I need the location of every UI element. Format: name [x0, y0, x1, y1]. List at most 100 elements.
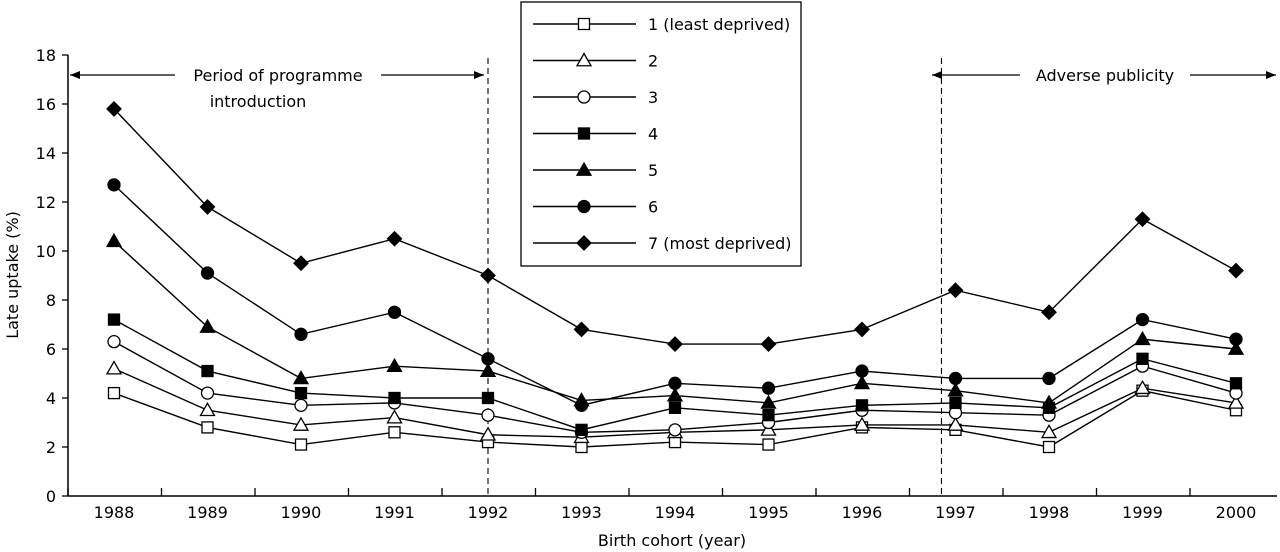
legend-label: 5 — [648, 161, 658, 180]
series-group — [105, 100, 1245, 454]
y-tick-label: 6 — [46, 340, 56, 359]
series-2-point — [1134, 379, 1151, 395]
legend-marker — [576, 235, 592, 251]
series-7-point — [760, 336, 777, 353]
series-6-point — [107, 178, 121, 192]
series-7-point — [573, 321, 590, 338]
series-5-point — [105, 232, 123, 248]
series-2-point — [105, 360, 123, 375]
x-axis-title: Birth cohort (year) — [598, 531, 746, 550]
series-6-point — [1042, 371, 1056, 386]
series-7-point — [1134, 211, 1151, 228]
series-1-point — [201, 421, 214, 434]
y-tick-label: 12 — [36, 193, 56, 212]
y-tick-label: 4 — [46, 389, 56, 408]
y-tick-label: 2 — [46, 438, 56, 457]
reference-lines — [487, 58, 943, 496]
x-axis-ticks: 1988 1989 1990 1991 1992 1993 1994 1995 1996 1997… — [67, 488, 1257, 522]
y-tick-label: 16 — [36, 95, 56, 114]
series-4-point — [201, 364, 214, 378]
y-tick-label: 10 — [36, 242, 56, 261]
y-axis-title: Late uptake (%) — [3, 211, 22, 339]
legend-marker — [577, 199, 591, 214]
series-4-point — [575, 423, 588, 437]
x-tick-label: 1991 — [374, 503, 415, 522]
series-6-point — [574, 398, 589, 413]
series-4-point — [388, 391, 401, 405]
annotation-adverse: Adverse publicity — [932, 66, 1276, 85]
series-3-point — [294, 398, 308, 413]
y-tick-label: 8 — [46, 291, 56, 310]
series-1-point — [388, 426, 401, 439]
series-6-point — [294, 327, 308, 341]
series-1-point — [1042, 440, 1056, 454]
x-tick-label: 1999 — [1122, 503, 1163, 522]
series-4-point — [1136, 352, 1149, 365]
series-7-point — [106, 100, 122, 117]
series-1-point — [294, 438, 308, 451]
series-6 — [107, 178, 1243, 413]
legend-label: 3 — [648, 88, 658, 107]
series-2-point — [292, 416, 310, 431]
series-2-point — [386, 409, 403, 424]
legend-label: 4 — [648, 125, 658, 144]
annotation-adverse-text: Adverse publicity — [1036, 66, 1174, 85]
annotation-period: Period of programme introduction — [70, 66, 484, 111]
series-6-point — [481, 352, 495, 366]
series-7-point — [293, 255, 309, 272]
x-tick-label: 1993 — [561, 503, 602, 522]
legend-marker — [577, 127, 591, 140]
series-7-point — [480, 267, 496, 284]
axes — [67, 55, 1277, 497]
x-tick-label: 1992 — [468, 503, 509, 522]
series-1-point — [668, 435, 682, 449]
series-6-point — [200, 266, 215, 280]
series-5-point — [666, 387, 684, 402]
legend-marker — [575, 161, 593, 176]
series-7-point — [199, 198, 216, 215]
x-tick-label: 2000 — [1216, 503, 1257, 522]
x-tick-label: 1988 — [94, 503, 135, 522]
annotation-period-text-2: introduction — [210, 92, 307, 111]
series-3-point — [107, 334, 121, 349]
series-5-point — [199, 318, 216, 333]
x-tick-label: 1996 — [842, 503, 883, 522]
series-5-point — [853, 374, 871, 390]
legend-label: 7 (most deprived) — [648, 234, 791, 253]
series-7-point — [386, 230, 403, 247]
series-6-point — [855, 364, 869, 378]
series-2-point — [1227, 394, 1245, 409]
series-2-point — [853, 416, 871, 431]
series-5-point — [1040, 394, 1058, 409]
series-4-point — [855, 399, 869, 412]
legend-label: 2 — [648, 52, 658, 71]
series-6-point — [1135, 312, 1150, 327]
series-7-point — [854, 321, 870, 338]
series-6-point — [1229, 332, 1243, 346]
series-4-point — [481, 391, 495, 405]
x-tick-label: 1989 — [187, 503, 228, 522]
series-1-point — [762, 438, 775, 451]
series-5-point — [947, 382, 964, 397]
series-4-point — [107, 313, 121, 326]
legend-label: 1 (least deprived) — [648, 15, 790, 34]
series-4-point — [668, 401, 682, 414]
series-2-point — [1040, 423, 1058, 439]
series-3-point — [200, 386, 215, 400]
series-5-point — [1227, 340, 1245, 355]
y-tick-label: 14 — [36, 144, 56, 163]
series-2-point — [199, 401, 216, 417]
x-tick-label: 1997 — [935, 503, 976, 522]
legend-label: 6 — [648, 198, 658, 217]
legend-marker — [575, 52, 593, 67]
y-tick-label: 0 — [46, 487, 56, 506]
series-2-point — [479, 426, 497, 441]
series-5-point — [292, 370, 310, 385]
y-axis-ticks: 0 2 4 6 8 10 12 14 16 18 — [36, 46, 68, 506]
series-4-point — [1229, 377, 1243, 390]
series-7-point — [1041, 304, 1057, 321]
series-6-point — [948, 371, 963, 386]
series-4-point — [949, 396, 962, 410]
series-6-point — [761, 381, 776, 395]
series-4 — [107, 313, 1243, 437]
